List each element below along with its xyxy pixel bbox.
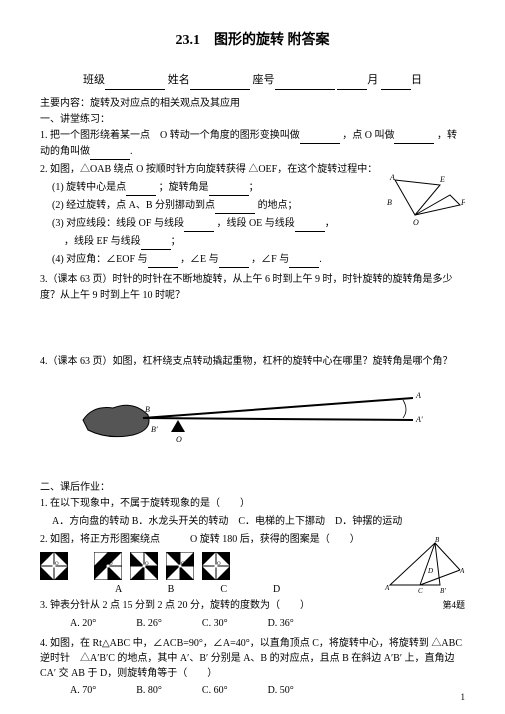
page-number: 1	[461, 690, 466, 704]
svg-text:A: A	[415, 391, 421, 400]
s2q1-opts: A．方向盘的转动 B．水龙头开关的转动 C．电梯的上下挪动 D．钟摆的运动	[40, 514, 465, 530]
pattern-c: O	[166, 552, 194, 580]
svg-text:B: B	[145, 405, 150, 414]
s2q4: 4. 如图，在 Rt△ABC 中，∠ACB=90°，∠A=40°，以直角顶点 C…	[40, 636, 465, 681]
fig4-label: 第4题	[442, 598, 465, 612]
pattern-d: O	[202, 552, 230, 580]
s2q3-opts: A. 20° B. 26° C. 30° D. 36°	[40, 616, 465, 632]
svg-text:F: F	[460, 198, 465, 207]
svg-text:B′: B′	[151, 425, 158, 434]
pattern-b: O	[130, 552, 158, 580]
svg-text:O: O	[145, 562, 149, 567]
month-label: 月	[367, 74, 378, 86]
svg-text:B: B	[435, 536, 440, 544]
figure-triangle-q4: A B C D A′ B′	[380, 535, 465, 595]
svg-text:E: E	[439, 175, 445, 184]
svg-text:O: O	[181, 562, 185, 567]
svg-text:C: C	[418, 587, 423, 595]
svg-text:A: A	[389, 173, 395, 182]
s2q4-opts: A. 70° B. 80° C. 60° D. 50°	[40, 683, 465, 699]
pattern-row: O O O O O	[40, 552, 230, 580]
svg-text:A′: A′	[459, 567, 465, 575]
svg-text:O: O	[55, 562, 59, 567]
svg-text:D: D	[427, 567, 433, 575]
section2-heading: 二、课后作业：	[40, 480, 465, 496]
svg-text:B: B	[387, 198, 392, 207]
q1: 1. 把一个图形绕着某一点 O 转动一个角度的图形变换叫做 ，点 O 叫做 ，转…	[40, 128, 465, 160]
svg-text:O: O	[109, 562, 113, 567]
main-content: 主要内容：旋转及对应点的相关观点及其应用	[40, 96, 465, 112]
svg-text:B′: B′	[440, 587, 446, 595]
s2q3: 3. 钟表分针从 2 点 15 分到 2 点 20 分，旋转的度数为（ ） 第4…	[40, 598, 465, 614]
pattern-a: O	[94, 552, 122, 580]
q4: 4.（课本 63 页）如图，杠杆绕支点转动撬起重物，杠杆的旋转中心在哪里？旋转角…	[40, 354, 465, 370]
svg-text:A: A	[384, 584, 390, 592]
header-line: 班级 姓名 座号 月 日	[40, 72, 465, 90]
q2-3c: ，线段 EF 与线段；	[52, 234, 465, 250]
s2q1: 1. 在以下现象中，不属于旋转现象的是（ ）	[40, 496, 465, 512]
name-label: 姓名	[168, 74, 190, 86]
day-label: 日	[411, 74, 422, 86]
q2-4: (4) 对应角：∠EOF 与 ，∠E 与 ，∠F 与.	[52, 252, 465, 268]
seat-label: 座号	[253, 74, 275, 86]
svg-text:O: O	[217, 562, 221, 567]
class-label: 班级	[83, 74, 105, 86]
svg-text:O: O	[176, 435, 182, 444]
svg-text:O: O	[413, 218, 419, 227]
pattern-original: O	[40, 552, 68, 580]
title: 23.1 图形的旋转 附答案	[40, 30, 465, 52]
figure-oab-oef: A E F O B	[385, 170, 465, 235]
q3: 3.（课本 63 页）时针的时针在不断地旋转，从上午 6 时到上午 9 时，时针…	[40, 272, 465, 304]
figure-lever: B B′ O A A′	[73, 380, 433, 450]
svg-text:A′: A′	[415, 415, 423, 424]
section1-heading: 一、讲堂练习：	[40, 112, 465, 128]
